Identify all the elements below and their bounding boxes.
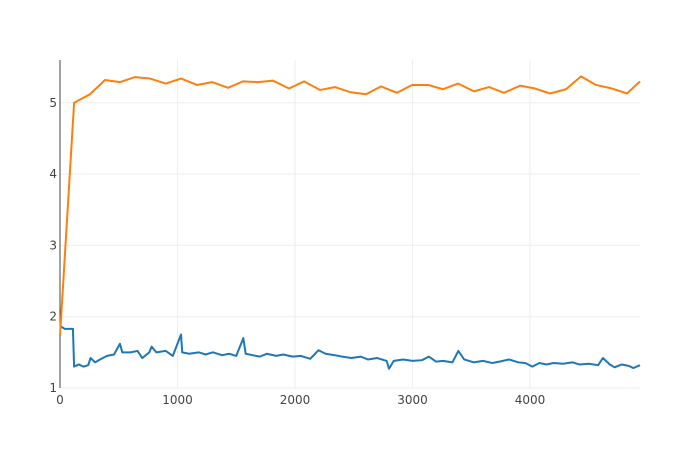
line-series [59,325,641,370]
y-tick-label: 4 [49,167,57,181]
x-tick-label: 0 [56,393,64,407]
x-tick-label: 3000 [397,393,428,407]
y-tick-label: 2 [49,310,57,324]
x-tick-label: 1000 [162,393,193,407]
y-tick-label: 5 [49,96,57,110]
line-series [59,75,641,337]
y-tick-label: 3 [49,238,57,252]
y-tick-label: 1 [49,381,57,395]
x-tick-label: 2000 [280,393,311,407]
x-tick-label: 4000 [515,393,546,407]
